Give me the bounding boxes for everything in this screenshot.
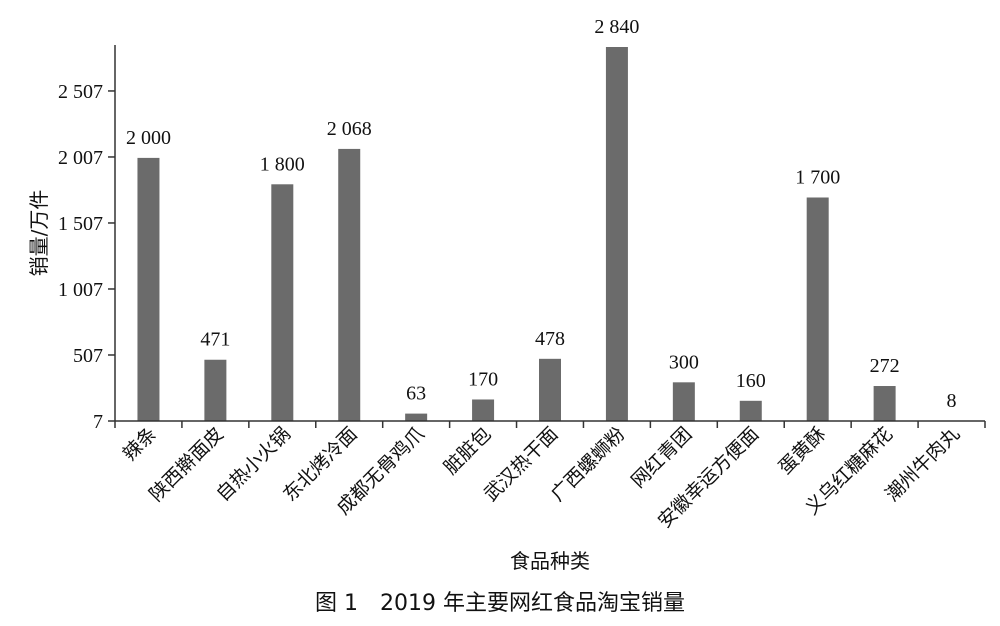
bar [271,184,294,421]
data-label: 160 [736,370,766,392]
bar [873,386,896,421]
data-label: 170 [468,368,498,390]
x-tick-label: 蛋黄酥 [774,423,830,479]
y-tick-label: 1 007 [58,279,103,301]
bar [204,359,227,421]
data-label: 478 [535,328,565,350]
bar [806,197,829,421]
y-axis-title: 销量/万件 [27,190,51,277]
y-tick-label: 2 507 [58,81,103,103]
bar [137,157,160,421]
x-tick-label: 脏脏包 [440,423,496,479]
bar [605,47,628,421]
value-labels: 2 000 471 1 800 2 068 63 170 478 2 840 300 160 1 7… [126,16,957,412]
x-axis-title: 食品种类 [510,549,590,573]
y-ticks: 7 507 1 007 1 507 2 007 2 507 [58,81,115,433]
y-tick-label: 7 [93,411,103,433]
data-label: 2 000 [126,127,171,149]
data-label: 300 [669,351,699,373]
data-label: 8 [947,390,957,412]
data-label: 63 [406,383,426,405]
bars-layer [137,47,963,421]
y-tick-label: 507 [73,345,103,367]
bar [672,382,695,421]
x-tick-label: 辣条 [119,423,161,465]
bar [405,413,428,421]
bar [472,399,495,421]
figure-caption: 图 1 2019 年主要网红食品淘宝销量 [315,591,685,616]
data-label: 1 800 [260,153,305,175]
data-label: 471 [200,329,230,351]
data-label: 1 700 [795,166,840,188]
axes-layer [114,45,985,422]
x-tick-label: 网红青团 [627,423,696,492]
y-tick-label: 1 507 [58,213,103,235]
x-ticks [114,421,986,428]
bar [338,148,361,421]
bar [739,400,762,421]
data-label: 272 [870,355,900,377]
data-label: 2 840 [594,16,639,38]
bar [539,358,561,421]
data-label: 2 068 [327,118,372,140]
y-tick-label: 2 007 [58,147,103,169]
